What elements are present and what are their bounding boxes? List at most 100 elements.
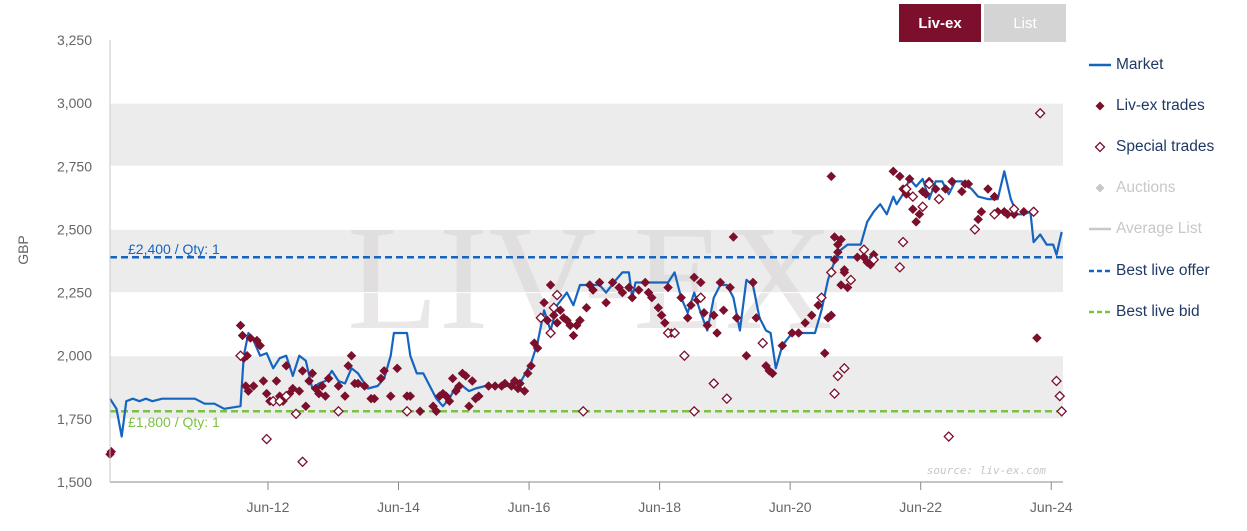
legend-diamond <box>1095 101 1105 111</box>
livex-trade-point <box>656 310 667 321</box>
legend-label: Best live bid <box>1116 302 1200 320</box>
livex-trade-point <box>526 360 536 371</box>
toggle-list-button[interactable]: List <box>984 4 1066 42</box>
special-trade-point <box>695 292 707 304</box>
y-axis: 1,500 1,750 2,000 2,250 2,500 2,750 3,000 3,250 <box>57 32 92 490</box>
special-trade-point <box>235 350 246 362</box>
livex-trade-point <box>237 330 248 341</box>
livex-trade-point <box>333 381 344 391</box>
livex-trade-point <box>695 277 706 288</box>
livex-trade-point <box>532 343 543 353</box>
special-trade-point <box>290 408 302 420</box>
y-tick-label: 1,750 <box>57 411 92 427</box>
legend-diamond <box>1095 183 1105 193</box>
legend-item-liv-ex-trades[interactable]: Liv-ex trades <box>1088 85 1247 126</box>
livex-trade-point <box>255 340 265 351</box>
livex-trade-point <box>464 401 474 412</box>
legend-item-average-list[interactable]: Average List <box>1088 209 1247 250</box>
special-trade-point <box>969 224 981 235</box>
special-trade-point <box>816 292 827 304</box>
livex-trade-point <box>575 315 585 326</box>
livex-trade-point <box>1018 206 1029 217</box>
special-trade-point <box>943 431 955 442</box>
special-trade-point <box>900 183 912 195</box>
livex-trade-point <box>346 350 357 361</box>
legend-item-best-live-bid[interactable]: Best live bid <box>1088 291 1247 332</box>
livex-trade-point <box>826 171 837 182</box>
livex-trade-point <box>248 381 259 391</box>
livex-trade-point <box>385 391 396 401</box>
livex-trade-point <box>515 378 525 389</box>
livex-trade-point <box>793 328 804 338</box>
livex-trade-point <box>294 386 305 396</box>
special-trade-point <box>535 312 547 324</box>
livex-trade-point <box>568 330 579 341</box>
livex-trade-point <box>379 366 390 376</box>
livex-trade-point <box>490 381 500 391</box>
livex-trade-point <box>454 381 465 391</box>
livex-trade-point <box>718 305 729 316</box>
livex-trade-point <box>731 312 742 323</box>
special-trade-point <box>577 405 589 417</box>
livex-trade-point <box>483 381 494 391</box>
livex-trade-point <box>297 366 308 376</box>
y-tick-label: 2,500 <box>57 221 92 237</box>
legend-item-auctions[interactable]: Auctions <box>1088 168 1247 209</box>
livex-trade-point <box>467 376 478 386</box>
livex-trade-point <box>545 280 556 290</box>
legend-diamond <box>1094 141 1106 153</box>
livex-trade-point <box>826 310 837 321</box>
livex-trade-point <box>588 285 598 295</box>
livex-trade-point <box>258 376 269 386</box>
livex-trade-point <box>539 297 549 308</box>
livex-trade-point <box>376 373 386 384</box>
special-trade-point <box>897 236 909 248</box>
livex-trade-point <box>581 302 592 313</box>
livex-trade-point <box>983 184 993 194</box>
livex-trade-point <box>594 277 605 288</box>
special-trade-point <box>721 393 733 405</box>
livex-trade-point <box>908 204 918 215</box>
livex-trade-point <box>627 292 638 303</box>
livex-trade-point <box>340 391 350 401</box>
source-credit: source: liv-ex.com <box>927 464 1047 477</box>
livex-trade-point <box>359 381 370 391</box>
special-trade-point <box>1056 405 1068 417</box>
livex-trade-point <box>1002 209 1013 220</box>
livex-trade-point <box>431 406 442 417</box>
livex-trade-point <box>800 318 811 328</box>
livex-trade-point <box>640 277 651 288</box>
livex-trade-point <box>748 277 758 288</box>
legend-item-best-live-offer[interactable]: Best live offer <box>1088 250 1247 291</box>
legend-item-market[interactable]: Market <box>1088 44 1247 85</box>
livex-trade-point <box>392 363 403 374</box>
livex-trade-point <box>751 312 762 323</box>
livex-trade-point <box>715 277 726 288</box>
legend-item-special-trades[interactable]: Special trades <box>1088 126 1247 167</box>
livex-trade-point <box>839 264 850 275</box>
livex-trade-point <box>343 360 354 371</box>
special-trade-point <box>868 254 880 266</box>
livex-trade-point <box>973 214 983 225</box>
livex-trade-point <box>405 391 416 401</box>
y-tick-label: 3,250 <box>57 32 92 48</box>
legend-label: Market <box>1116 55 1164 73</box>
plot-band <box>110 418 1063 482</box>
livex-trade-point <box>914 209 925 220</box>
livex-trade-point <box>829 254 840 265</box>
livex-trade-point <box>320 391 331 401</box>
legend-label: Liv-ex trades <box>1116 96 1205 114</box>
livex-trade-point <box>607 277 618 288</box>
toggle-livex-button[interactable]: Liv-ex <box>899 4 981 42</box>
market-series <box>109 170 1063 438</box>
special-trade-point <box>1028 206 1040 218</box>
livex-trade-point <box>307 368 318 379</box>
y-tick-label: 2,250 <box>57 285 92 301</box>
livex-trade-point <box>549 310 559 321</box>
livex-trade-point <box>287 383 298 394</box>
livex-trade-point <box>689 272 700 283</box>
livex-trade-point <box>659 318 670 328</box>
livex-trade-point <box>415 406 425 417</box>
